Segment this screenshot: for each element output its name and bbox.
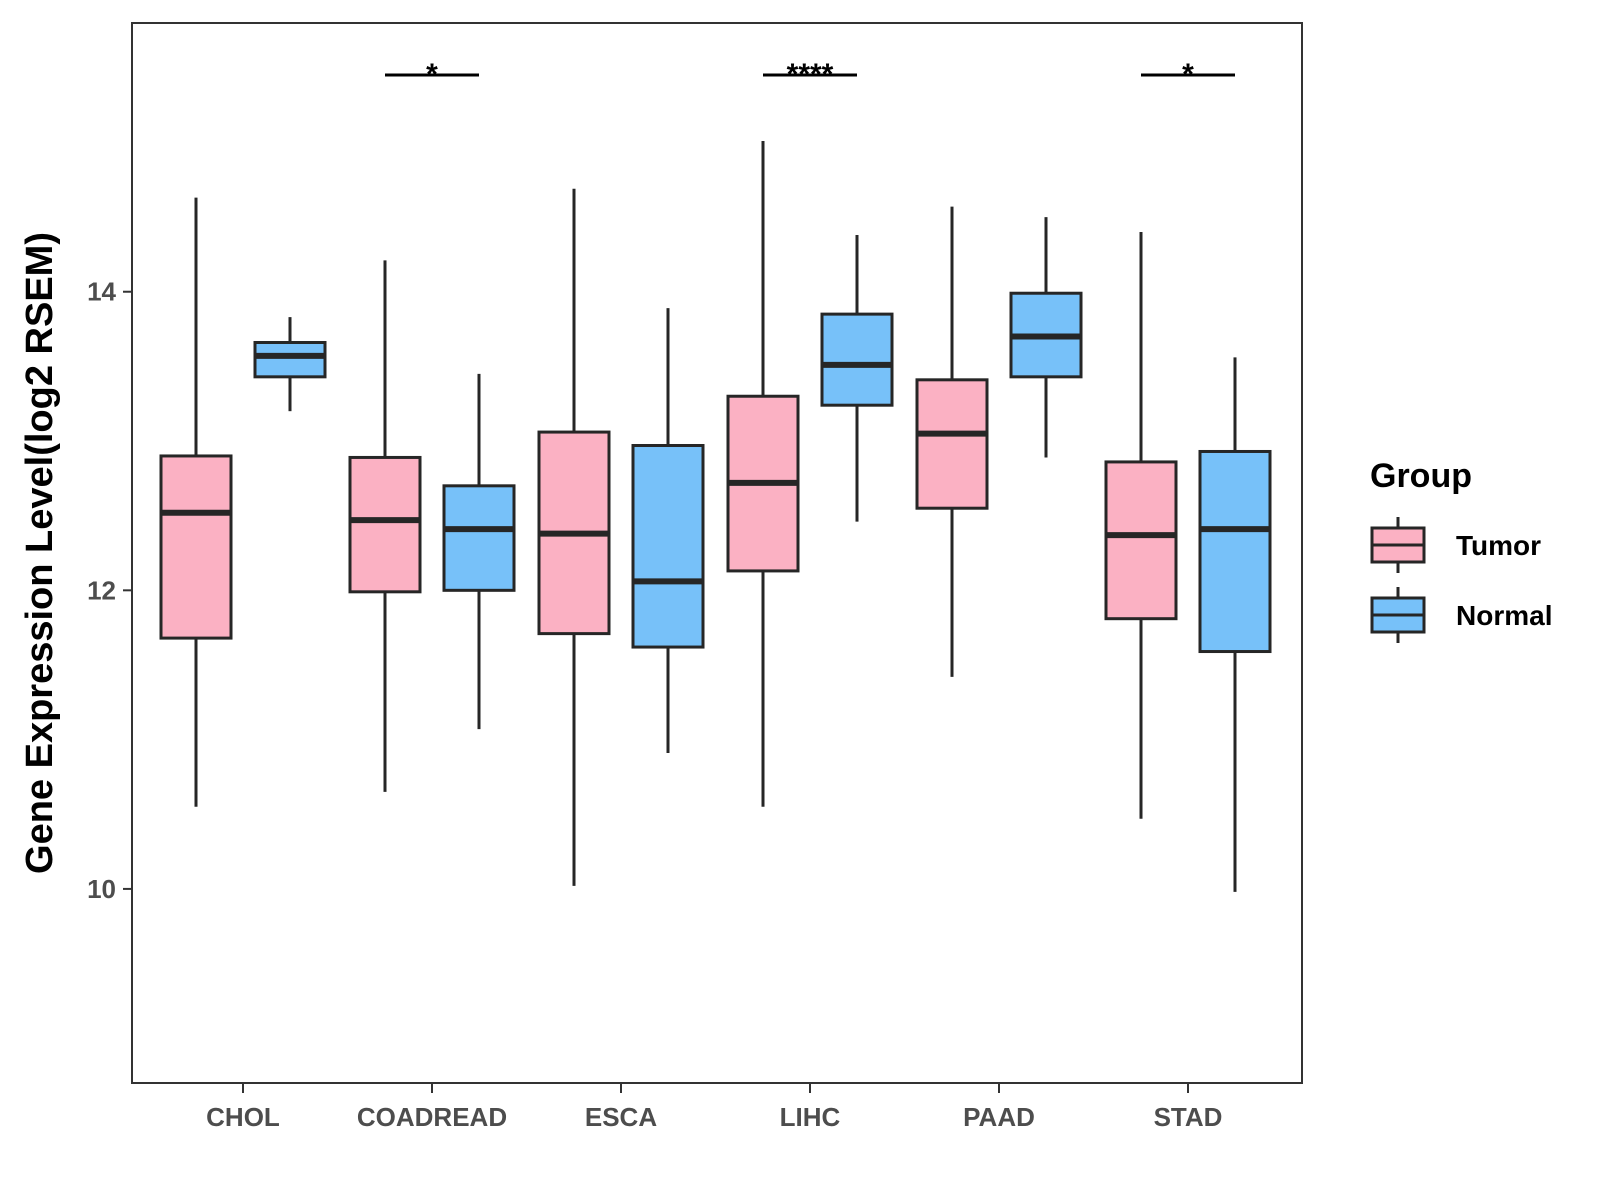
box-iqr	[159, 454, 233, 640]
box-iqr	[631, 444, 705, 649]
box-normal-stad	[1198, 357, 1272, 892]
x-tick-label-chol: CHOL	[206, 1102, 280, 1132]
y-axis-title: Gene Expression Level(log2 RSEM)	[19, 232, 61, 874]
legend-key-tumor	[1370, 517, 1426, 573]
box-normal-coadread	[442, 373, 516, 730]
significance-annotations: * **** *	[385, 58, 1235, 91]
y-tick-label: 14	[87, 277, 116, 307]
box-iqr	[1104, 460, 1178, 621]
box-normal-esca	[631, 308, 705, 754]
box-tumor-paad	[915, 206, 989, 677]
box-normal-chol	[253, 317, 327, 412]
significance-label-coadread: *	[426, 58, 438, 91]
x-tick-label-esca: ESCA	[585, 1102, 657, 1132]
x-axis: CHOL COADREAD ESCA LIHC PAAD STAD	[206, 1083, 1222, 1132]
y-axis: 10 12 14	[87, 277, 132, 904]
y-tick-label: 12	[87, 575, 116, 605]
x-tick-label-paad: PAAD	[963, 1102, 1035, 1132]
box-iqr	[1198, 449, 1272, 654]
box-iqr	[442, 484, 516, 592]
box-tumor-lihc	[726, 140, 800, 807]
box-tumor-esca	[537, 188, 611, 886]
box-iqr	[348, 455, 422, 594]
box-iqr	[253, 340, 327, 379]
legend-key-normal	[1370, 587, 1426, 643]
x-tick-label-stad: STAD	[1154, 1102, 1223, 1132]
box-tumor-coadread	[348, 260, 422, 792]
x-tick-label-coadread: COADREAD	[357, 1102, 507, 1132]
box-series	[159, 140, 1272, 892]
box-normal-lihc	[820, 235, 894, 522]
box-normal-paad	[1009, 217, 1083, 458]
y-tick-label: 10	[87, 874, 116, 904]
significance-label-lihc: ****	[787, 58, 834, 91]
legend: Group Tumor Normal	[1370, 457, 1552, 643]
legend-label-tumor: Tumor	[1456, 530, 1541, 561]
x-tick-label-lihc: LIHC	[780, 1102, 841, 1132]
box-tumor-stad	[1104, 232, 1178, 819]
box-tumor-chol	[159, 197, 233, 807]
significance-label-stad: *	[1182, 58, 1194, 91]
legend-title: Group	[1370, 457, 1472, 495]
legend-label-normal: Normal	[1456, 600, 1552, 631]
box-iqr	[820, 312, 894, 407]
box-iqr	[915, 378, 989, 510]
